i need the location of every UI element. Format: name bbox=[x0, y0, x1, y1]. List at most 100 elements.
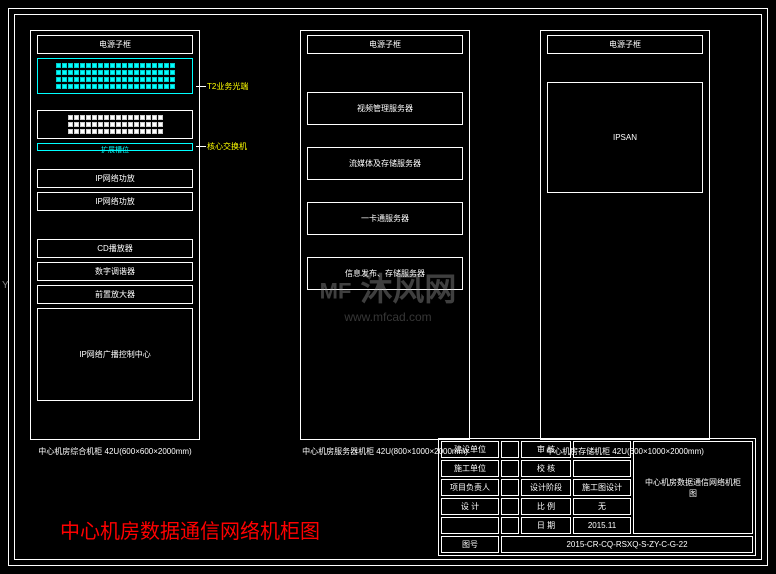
port bbox=[116, 63, 121, 68]
title-cell: 设计阶段 bbox=[521, 479, 571, 496]
switch-port bbox=[140, 129, 145, 134]
port bbox=[80, 70, 85, 75]
title-block: 建设单位审 核中心机房数据通信网络机柜图施工单位校 核项目负责人设计阶段施工图设… bbox=[438, 438, 756, 556]
switch-port bbox=[146, 129, 151, 134]
port bbox=[56, 84, 61, 89]
switch-port bbox=[134, 115, 139, 120]
switch-port bbox=[152, 129, 157, 134]
cab1-amp: 前置放大器 bbox=[37, 285, 193, 304]
port bbox=[140, 84, 145, 89]
drawing-title: 中心机房数据通信网络机柜图 bbox=[60, 515, 320, 544]
title-cell bbox=[501, 460, 519, 477]
port bbox=[140, 70, 145, 75]
switch-port bbox=[134, 129, 139, 134]
cab1-cd: CD播放器 bbox=[37, 239, 193, 258]
port bbox=[68, 70, 73, 75]
port bbox=[86, 63, 91, 68]
switch-port bbox=[116, 129, 121, 134]
switch-port bbox=[110, 115, 115, 120]
switch-port bbox=[86, 115, 91, 120]
cab1-line-t2 bbox=[196, 86, 206, 87]
port bbox=[68, 84, 73, 89]
cab1-core-switch bbox=[37, 110, 193, 139]
port bbox=[92, 84, 97, 89]
title-cell: 施工图设计 bbox=[573, 479, 631, 496]
port bbox=[86, 84, 91, 89]
port bbox=[146, 84, 151, 89]
port bbox=[170, 63, 175, 68]
switch-port bbox=[128, 115, 133, 120]
cab1-label-t2: T2业务光端 bbox=[207, 81, 248, 92]
port bbox=[134, 63, 139, 68]
port bbox=[98, 84, 103, 89]
port bbox=[158, 84, 163, 89]
title-cell: 审 核 bbox=[521, 441, 571, 458]
title-cell bbox=[441, 517, 499, 534]
cab1-ip1: IP网络功放 bbox=[37, 169, 193, 188]
port bbox=[170, 84, 175, 89]
switch-port bbox=[122, 129, 127, 134]
cab1-caption: 中心机房综合机柜 42U(600×600×2000mm) bbox=[31, 446, 199, 457]
switch-port bbox=[86, 122, 91, 127]
port bbox=[158, 70, 163, 75]
port bbox=[92, 63, 97, 68]
switch-port bbox=[104, 115, 109, 120]
cab2-stream: 流媒体及存储服务器 bbox=[307, 147, 463, 180]
port bbox=[80, 63, 85, 68]
port bbox=[62, 70, 67, 75]
cab3-power: 电源子框 bbox=[547, 35, 703, 54]
port bbox=[74, 84, 79, 89]
switch-port bbox=[110, 122, 115, 127]
switch-port bbox=[92, 129, 97, 134]
port bbox=[74, 77, 79, 82]
port bbox=[164, 63, 169, 68]
switch-port bbox=[92, 122, 97, 127]
port bbox=[62, 63, 67, 68]
title-cell bbox=[573, 441, 631, 458]
port bbox=[56, 63, 61, 68]
cab1-expand: 扩展槽位 bbox=[37, 143, 193, 151]
switch-port bbox=[140, 115, 145, 120]
port bbox=[140, 63, 145, 68]
port bbox=[104, 70, 109, 75]
cab2-video: 视频管理服务器 bbox=[307, 92, 463, 125]
switch-port bbox=[74, 129, 79, 134]
switch-port-row bbox=[46, 115, 184, 120]
cab1-ip2: IP网络功放 bbox=[37, 192, 193, 211]
switch-port bbox=[68, 122, 73, 127]
title-cell: 比 例 bbox=[521, 498, 571, 515]
port bbox=[128, 84, 133, 89]
switch-port bbox=[68, 115, 73, 120]
cab1-line-core bbox=[196, 146, 206, 147]
switch-port bbox=[116, 115, 121, 120]
port bbox=[110, 70, 115, 75]
title-cell: 图号 bbox=[441, 536, 499, 553]
port bbox=[134, 84, 139, 89]
port bbox=[158, 77, 163, 82]
title-cell: 2015.11 bbox=[573, 517, 631, 534]
switch-port bbox=[116, 122, 121, 127]
switch-port bbox=[98, 115, 103, 120]
switch-port bbox=[110, 129, 115, 134]
switch-port bbox=[80, 129, 85, 134]
cabinet-2: 电源子框 视频管理服务器 流媒体及存储服务器 一卡通服务器 信息发布、存储服务器… bbox=[300, 30, 470, 440]
port bbox=[92, 70, 97, 75]
port bbox=[98, 77, 103, 82]
switch-port bbox=[122, 115, 127, 120]
cabinet-1: 电源子框 扩展槽位 IP网络功放 IP网络功放 CD播放器 数字调谐器 前置放大… bbox=[30, 30, 200, 440]
port bbox=[128, 70, 133, 75]
switch-port bbox=[146, 115, 151, 120]
port bbox=[134, 77, 139, 82]
switch-port bbox=[158, 122, 163, 127]
port-row bbox=[46, 77, 184, 82]
port bbox=[92, 77, 97, 82]
port bbox=[86, 77, 91, 82]
port bbox=[128, 77, 133, 82]
switch-port bbox=[122, 122, 127, 127]
port bbox=[116, 70, 121, 75]
port bbox=[146, 63, 151, 68]
cab2-power: 电源子框 bbox=[307, 35, 463, 54]
port-row bbox=[46, 84, 184, 89]
port bbox=[62, 77, 67, 82]
switch-port bbox=[158, 115, 163, 120]
